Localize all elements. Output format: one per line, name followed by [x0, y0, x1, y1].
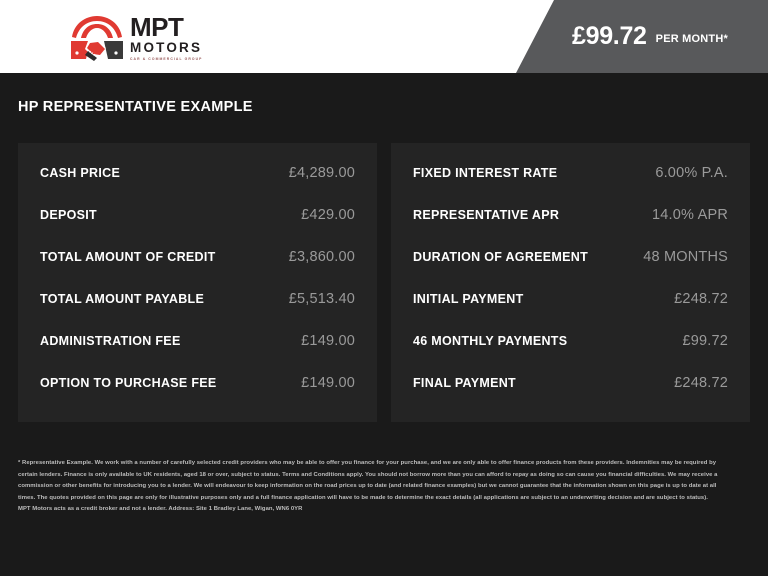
page-header: MPT MOTORS CAR & COMMERCIAL GROUP £99.72…: [0, 0, 768, 73]
brand-logo-text: MPT MOTORS CAR & COMMERCIAL GROUP: [130, 12, 203, 61]
row-value: 14.0% APR: [652, 207, 728, 223]
left-panel: CASH PRICE £4,289.00 DEPOSIT £429.00 TOT…: [18, 143, 377, 422]
table-row: REPRESENTATIVE APR 14.0% APR: [413, 207, 728, 249]
row-label: TOTAL AMOUNT PAYABLE: [40, 292, 205, 306]
row-value: 6.00% P.A.: [655, 165, 728, 181]
row-value: £429.00: [301, 207, 355, 223]
brand-name-secondary: MOTORS: [130, 39, 203, 55]
row-label: TOTAL AMOUNT OF CREDIT: [40, 250, 216, 264]
row-value: £149.00: [301, 375, 355, 391]
row-value: 48 MONTHS: [643, 249, 728, 265]
row-label: ADMINISTRATION FEE: [40, 334, 181, 348]
table-row: DEPOSIT £429.00: [40, 207, 355, 249]
mpt-motors-logo-icon: [68, 11, 126, 65]
monthly-price-amount: £99.72: [572, 22, 647, 50]
row-label: FINAL PAYMENT: [413, 376, 516, 390]
disclaimer-text: * Representative Example. We work with a…: [18, 460, 718, 513]
brand-tagline: CAR & COMMERCIAL GROUP: [130, 56, 203, 61]
row-label: REPRESENTATIVE APR: [413, 208, 560, 222]
table-row: ADMINISTRATION FEE £149.00: [40, 333, 355, 375]
row-value: £5,513.40: [288, 291, 355, 307]
row-label: DEPOSIT: [40, 208, 97, 222]
row-value: £248.72: [674, 375, 728, 391]
table-row: OPTION TO PURCHASE FEE £149.00: [40, 375, 355, 417]
row-label: 46 MONTHLY PAYMENTS: [413, 334, 568, 348]
row-label: OPTION TO PURCHASE FEE: [40, 376, 217, 390]
table-row: FINAL PAYMENT £248.72: [413, 375, 728, 417]
row-label: INITIAL PAYMENT: [413, 292, 524, 306]
brand-logo[interactable]: MPT MOTORS CAR & COMMERCIAL GROUP: [68, 8, 203, 68]
row-label: FIXED INTEREST RATE: [413, 166, 558, 180]
monthly-price-period: PER MONTH*: [655, 32, 728, 45]
finance-details-panels: CASH PRICE £4,289.00 DEPOSIT £429.00 TOT…: [18, 143, 750, 422]
row-value: £4,289.00: [288, 165, 355, 181]
right-panel: FIXED INTEREST RATE 6.00% P.A. REPRESENT…: [391, 143, 750, 422]
table-row: CASH PRICE £4,289.00: [40, 165, 355, 207]
table-row: INITIAL PAYMENT £248.72: [413, 291, 728, 333]
row-label: DURATION OF AGREEMENT: [413, 250, 589, 264]
row-value: £248.72: [674, 291, 728, 307]
brand-name-primary: MPT: [130, 12, 184, 43]
row-label: CASH PRICE: [40, 166, 121, 180]
table-row: FIXED INTEREST RATE 6.00% P.A.: [413, 165, 728, 207]
table-row: TOTAL AMOUNT OF CREDIT £3,860.00: [40, 249, 355, 291]
table-row: TOTAL AMOUNT PAYABLE £5,513.40: [40, 291, 355, 333]
row-value: £3,860.00: [288, 249, 355, 265]
page-title: HP REPRESENTATIVE EXAMPLE: [18, 99, 253, 115]
row-value: £149.00: [301, 333, 355, 349]
row-value: £99.72: [682, 333, 728, 349]
table-row: 46 MONTHLY PAYMENTS £99.72: [413, 333, 728, 375]
monthly-price-banner: £99.72 PER MONTH*: [516, 0, 768, 73]
table-row: DURATION OF AGREEMENT 48 MONTHS: [413, 249, 728, 291]
